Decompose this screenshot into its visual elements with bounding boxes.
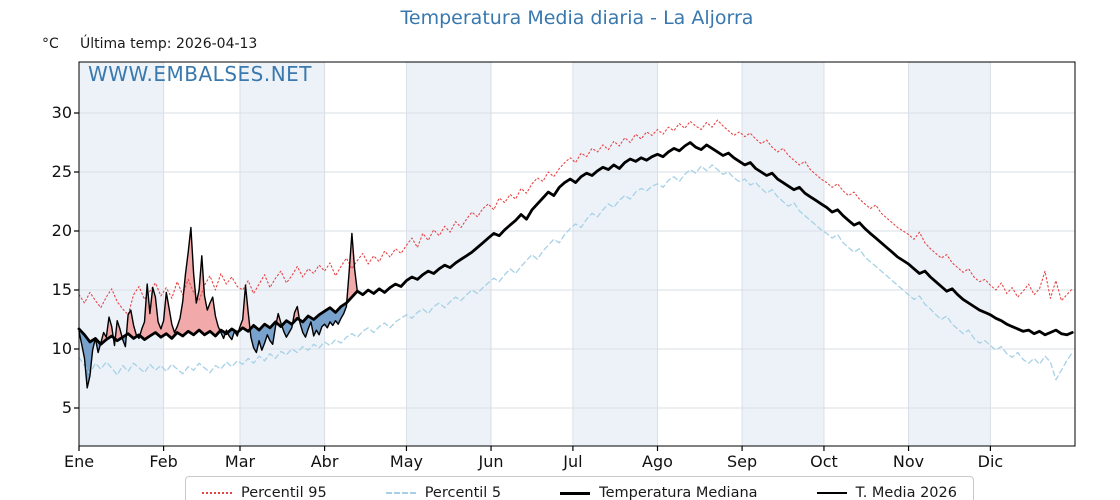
x-tick-label: Abr (310, 452, 339, 471)
y-tick-label: 30 (51, 103, 72, 122)
x-tick-label: Sep (727, 452, 758, 471)
x-tick-label: Dic (977, 452, 1004, 471)
legend-label: Percentil 5 (424, 485, 502, 500)
legend-label: T. Media 2026 (855, 485, 957, 500)
x-tick-label: Ago (642, 452, 673, 471)
watermark-text: WWW.EMBALSES.NET (88, 62, 313, 86)
x-tick-label: Nov (892, 452, 925, 471)
thin-black-line-icon (816, 492, 847, 494)
y-axis-unit-label: °C (42, 36, 59, 52)
legend-label: Temperatura Mediana (599, 485, 758, 500)
y-tick-label: 15 (51, 280, 72, 299)
legend-item-t-media-2026: T. Media 2026 (816, 485, 957, 500)
x-tick-label: Jul (563, 452, 583, 471)
dashed-lightblue-line-icon (385, 492, 416, 494)
x-tick-label: Ene (63, 452, 95, 471)
y-tick-label: 5 (61, 398, 72, 417)
chart-legend: Percentil 95 Percentil 5 Temperatura Med… (185, 476, 974, 500)
y-tick-label: 10 (51, 339, 72, 358)
chart-title: Temperatura Media diaria - La Aljorra (400, 7, 754, 29)
y-tick-label: 25 (51, 162, 72, 181)
x-tick-label: May (389, 452, 423, 471)
legend-item-percentil-95: Percentil 95 (202, 485, 327, 500)
dotted-red-line-icon (202, 492, 232, 494)
thick-black-line-icon (560, 491, 591, 495)
y-tick-label: 20 (51, 221, 72, 240)
x-tick-label: Oct (810, 452, 838, 471)
x-tick-label: Mar (224, 452, 256, 471)
x-tick-label: Feb (149, 452, 178, 471)
x-tick-label: Jun (478, 452, 504, 471)
last-temp-label: Última temp: 2026-04-13 (80, 36, 258, 52)
legend-item-mediana: Temperatura Mediana (560, 485, 758, 500)
legend-item-percentil-5: Percentil 5 (385, 485, 502, 500)
legend-label: Percentil 95 (241, 485, 327, 500)
